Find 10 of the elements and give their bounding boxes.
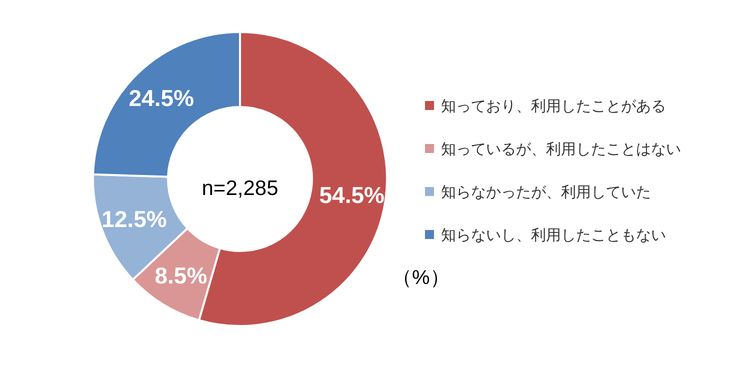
data-label: 24.5% [128, 84, 194, 111]
data-label: 12.5% [102, 206, 167, 232]
legend-label: 知らないし、利用したこともない [441, 227, 666, 244]
legend-label: 知らなかったが、利用していた [441, 184, 651, 201]
data-label: 54.5% [319, 182, 384, 208]
legend-label: 知っているが、利用したことはない [441, 141, 681, 158]
data-label: 8.5% [154, 262, 208, 288]
text: n=2,285 [202, 177, 278, 200]
text: （%） [392, 267, 450, 289]
legend-label: 知っており、利用したことがある [441, 98, 666, 115]
